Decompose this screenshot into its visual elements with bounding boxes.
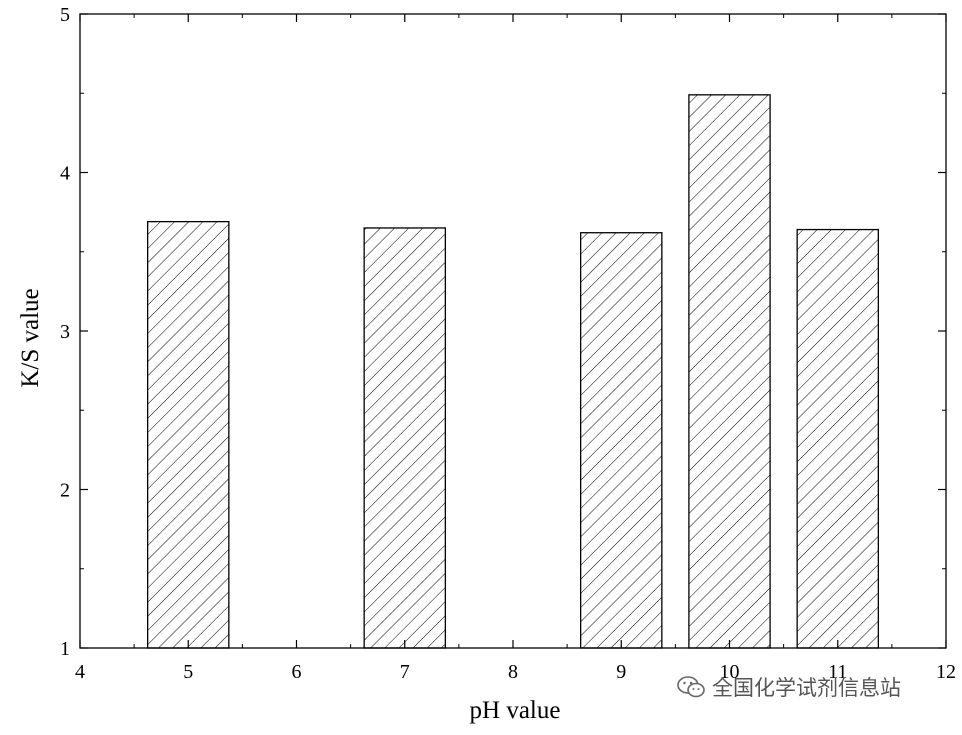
x-tick-label-6: 6	[292, 661, 302, 683]
x-tick-label-4: 4	[75, 661, 85, 683]
watermark: 全国化学试剂信息站	[676, 672, 901, 702]
bar-ph-11	[796, 228, 879, 649]
bar-ph-7	[363, 227, 446, 649]
x-tick-label-12: 12	[936, 661, 956, 683]
x-tick-label-5: 5	[183, 661, 193, 683]
y-tick-label-3: 3	[60, 321, 70, 343]
wechat-icon	[677, 676, 705, 698]
x-tick-label-10: 10	[720, 661, 740, 683]
y-tick-label-2: 2	[60, 480, 70, 502]
bars-layer	[147, 94, 879, 649]
x-tick-label-9: 9	[616, 661, 626, 683]
y-tick-label-5: 5	[60, 4, 70, 26]
watermark-text: 全国化学试剂信息站	[712, 676, 901, 700]
y-tick-label-1: 1	[60, 638, 70, 660]
bar-ph-9	[580, 232, 663, 649]
x-tick-label-8: 8	[508, 661, 518, 683]
bar-ph-5	[147, 220, 230, 649]
x-axis-title: pH value	[470, 697, 561, 724]
x-tick-label-7: 7	[400, 661, 410, 683]
x-tick-label-11: 11	[828, 661, 847, 683]
y-axis-title: K/S value	[17, 288, 44, 387]
y-tick-label-4: 4	[60, 163, 70, 185]
bar-ph-10	[688, 94, 771, 649]
